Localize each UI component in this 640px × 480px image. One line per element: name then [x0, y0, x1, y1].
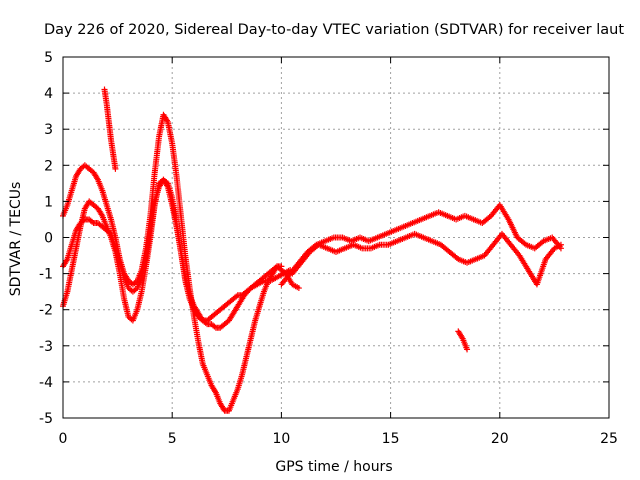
y-tick-label: -3: [39, 339, 53, 355]
x-tick-label: 25: [600, 431, 618, 447]
y-tick-label: -5: [39, 411, 53, 427]
x-tick-label: 20: [491, 431, 509, 447]
axis-ticks: [62, 56, 610, 419]
y-axis-label: SDTVAR / TECUs: [8, 182, 24, 297]
y-tick-label: 5: [44, 50, 53, 66]
data-points: [60, 86, 564, 414]
y-tick-label: -2: [39, 303, 53, 319]
y-tick-label: -4: [39, 375, 53, 391]
track-b-point: [295, 285, 302, 292]
y-tick-label: 0: [44, 231, 53, 247]
y-tick-label: 1: [44, 194, 53, 210]
track-e-point: [557, 241, 564, 248]
x-tick-label: 15: [382, 431, 400, 447]
y-tick-labels: -5 -4 -3 -2 -1 0 1 2 3 4 5: [39, 50, 53, 427]
y-tick-label: 2: [44, 158, 53, 174]
y-tick-label: 4: [44, 86, 53, 102]
x-tick-labels: 0 5 10 15 20 25: [59, 431, 618, 447]
x-tick-label: 10: [272, 431, 290, 447]
y-tick-label: -1: [39, 267, 53, 283]
x-axis-label: GPS time / hours: [275, 459, 392, 475]
x-tick-label: 0: [59, 431, 68, 447]
x-tick-label: 5: [168, 431, 177, 447]
y-tick-label: 3: [44, 122, 53, 138]
chart-title: Day 226 of 2020, Sidereal Day-to-day VTE…: [44, 22, 624, 38]
track-g-point: [464, 346, 471, 353]
track-c-point: [278, 263, 285, 270]
grid-lines: [63, 57, 609, 418]
track-f-point: [112, 165, 119, 172]
